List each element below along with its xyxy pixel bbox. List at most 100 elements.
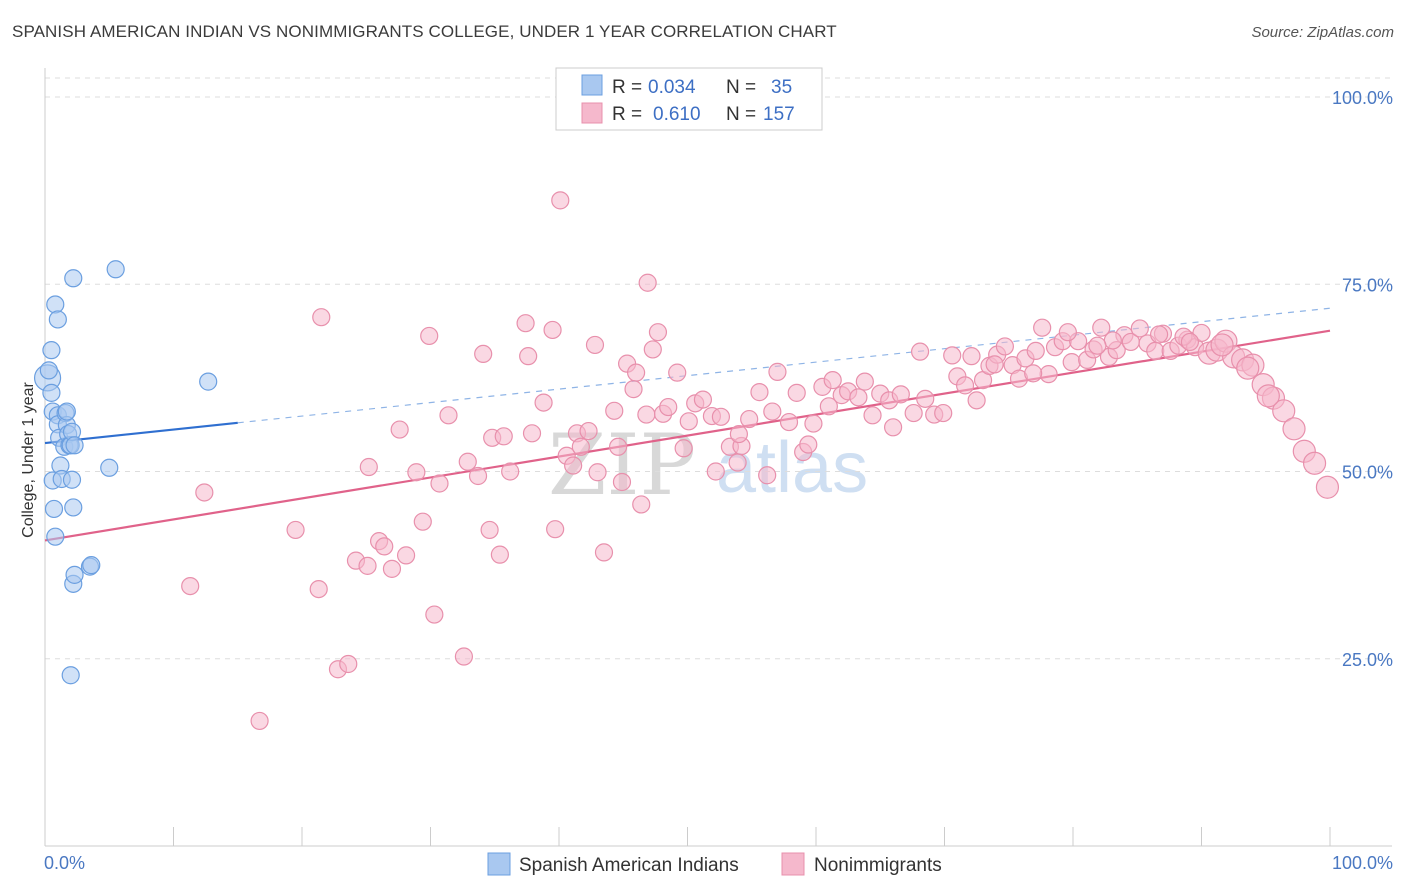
y-axis-title: College, Under 1 year	[20, 382, 37, 538]
stats-n-label-pink: N =	[726, 104, 756, 125]
nonimmigrants-point	[823, 371, 842, 390]
nonimmigrants-point	[286, 520, 305, 540]
y-tick-label-100: 100.0%	[1332, 88, 1393, 108]
y-tick-labels: 25.0% 50.0% 75.0% 100.0%	[1332, 88, 1393, 670]
nonimmigrants-point	[605, 401, 624, 420]
spanish-american-indians-point	[64, 498, 83, 517]
nonimmigrants-point	[632, 495, 651, 514]
nonimmigrants-point	[250, 711, 269, 731]
spanish-american-indians-point	[62, 470, 82, 489]
nonimmigrants-point	[1149, 325, 1169, 344]
nonimmigrants-point	[543, 320, 562, 340]
legend-swatch-pink[interactable]	[781, 852, 805, 876]
stats-legend: R = 0.034 N = 35 R = 0.610 N = 157	[555, 67, 823, 131]
nonimmigrants-point	[967, 391, 986, 410]
nonimmigrants-point	[728, 453, 747, 472]
nonimmigrants-point	[758, 466, 777, 485]
nonimmigrants-point	[359, 457, 378, 477]
nonimmigrants-point	[571, 437, 590, 456]
nonimmigrants-point	[425, 605, 444, 624]
stats-r-label-blue: R =	[612, 77, 642, 98]
spanish-american-indians-point	[82, 556, 101, 575]
nonimmigrants-point	[439, 406, 458, 425]
nonimmigrants-point	[1024, 364, 1043, 383]
nonimmigrants-point	[995, 337, 1014, 356]
spanish-american-indians-point	[39, 361, 58, 380]
nonimmigrants-point	[420, 326, 439, 346]
x-tick-label-min: 0.0%	[44, 853, 85, 873]
nonimmigrants-point	[763, 402, 782, 421]
legend-label-spanish-american-indians[interactable]: Spanish American Indians	[519, 855, 739, 876]
nonimmigrants-point	[674, 439, 693, 458]
nonimmigrants-point	[312, 308, 331, 327]
spanish-american-indians-point	[199, 372, 218, 391]
nonimmigrants-point	[1092, 318, 1111, 337]
spanish-american-indians-point	[46, 295, 65, 314]
nonimmigrants-point	[1088, 336, 1107, 355]
nonimmigrants-point	[855, 372, 874, 391]
nonimmigrants-point	[787, 383, 806, 402]
nonimmigrants-point	[375, 537, 394, 556]
nonimmigrants-point	[522, 424, 542, 443]
nonimmigrants-point	[883, 418, 903, 437]
chart-title: SPANISH AMERICAN INDIAN VS NONIMMIGRANTS…	[12, 22, 837, 41]
nonimmigrants-point	[643, 340, 662, 359]
spanish-american-indians-point	[42, 341, 61, 360]
nonimmigrants-point	[519, 347, 538, 366]
nonimmigrants-point	[430, 474, 449, 493]
nonimmigrants-point	[910, 342, 930, 361]
nonimmigrants-point	[659, 397, 678, 417]
nonimmigrants-point	[916, 389, 935, 408]
nonimmigrants-point	[407, 463, 426, 482]
nonimmigrants-point	[454, 647, 474, 666]
nonimmigrants-point	[1039, 365, 1058, 384]
spanish-american-indians-point	[65, 565, 84, 584]
nonimmigrants-point	[693, 390, 713, 409]
nonimmigrants-point	[609, 437, 628, 456]
spanish-american-indians-point	[61, 666, 80, 685]
nonimmigrants-point	[390, 420, 409, 439]
nonimmigrants-point	[490, 545, 509, 564]
axes	[44, 68, 1392, 847]
nonimmigrants-point	[458, 452, 477, 471]
nonimmigrants-point	[955, 376, 975, 395]
nonimmigrants-point	[309, 579, 328, 599]
nonimmigrants-point	[579, 421, 598, 441]
y-tick-label-25: 25.0%	[1342, 650, 1393, 670]
nonimmigrants-point	[1146, 341, 1165, 361]
nonimmigrants-point	[985, 355, 1004, 374]
nonimmigrants-point	[768, 362, 787, 381]
nonimmigrants-point	[863, 406, 882, 425]
trend-line-pink	[44, 329, 1331, 542]
nonimmigrants-point	[494, 427, 513, 446]
nonimmigrants-point	[1210, 333, 1234, 357]
stats-r-value-blue: 0.034	[648, 77, 696, 98]
nonimmigrants-point	[1026, 341, 1045, 361]
spanish-american-indians-point	[100, 458, 119, 477]
nonimmigrants-point	[706, 462, 725, 481]
nonimmigrants-point	[594, 543, 614, 562]
spanish-american-indians-point	[57, 402, 76, 421]
nonimmigrants-point	[534, 393, 553, 412]
legend-swatch-blue[interactable]	[487, 852, 511, 876]
nonimmigrants-point	[804, 414, 823, 433]
nonimmigrants-point	[626, 363, 646, 382]
nonimmigrants-point	[819, 397, 838, 416]
nonimmigrants-point	[1033, 318, 1052, 337]
nonimmigrants-point	[585, 335, 605, 355]
spanish-american-indians-points	[33, 260, 218, 685]
nonimmigrants-point	[711, 407, 731, 426]
nonimmigrants-point	[1315, 475, 1340, 499]
stats-n-value-blue: 35	[771, 77, 792, 98]
nonimmigrants-point	[779, 412, 799, 432]
nonimmigrants-point	[1103, 331, 1122, 350]
nonimmigrants-point	[1130, 319, 1149, 338]
nonimmigrants-point	[1302, 451, 1327, 475]
nonimmigrants-point	[546, 520, 565, 539]
nonimmigrants-point	[516, 314, 535, 333]
nonimmigrants-point	[551, 191, 570, 210]
legend-label-nonimmigrants[interactable]: Nonimmigrants	[814, 855, 942, 876]
nonimmigrants-point	[396, 546, 416, 565]
stats-r-label-pink: R =	[612, 104, 642, 125]
